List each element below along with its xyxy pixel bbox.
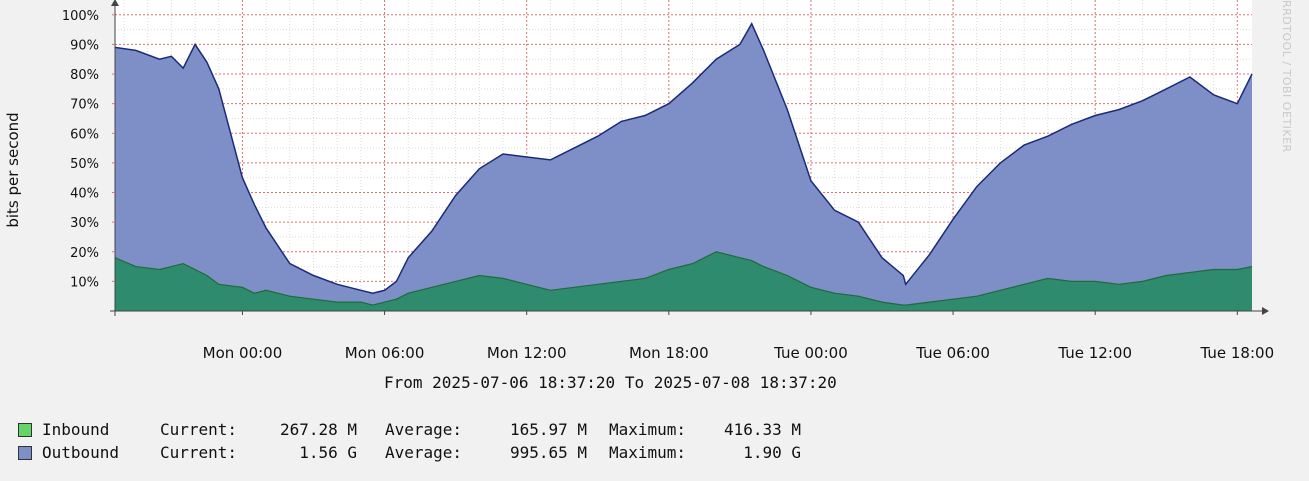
legend-row-outbound: Outbound Current: 1.56 G Average: 995.65… [18,441,801,464]
y-tick-label: 70% [70,98,99,113]
x-axis-arrow [1262,307,1269,315]
maximum-value: 1.90 G [743,443,801,462]
outbound-area [115,23,1252,311]
watermark: RRDTOOL / TOBI OETIKER [1280,0,1293,153]
x-tick-label: Mon 00:00 [203,344,283,362]
maximum-value: 416.33 M [723,420,801,439]
current-value: 267.28 M [279,420,357,439]
legend-name: Inbound [42,420,110,439]
legend: Inbound Current: 267.28 M Average: 165.9… [18,418,801,464]
current-label: Current: [160,443,238,462]
outbound-line [114,22,1253,294]
average-label: Average: [385,420,463,439]
current-value: 1.56 G [299,443,357,462]
x-tick-label: Mon 12:00 [487,344,567,362]
y-tick-label: 100% [62,9,99,24]
axes [110,0,1269,316]
y-axis-arrow [111,0,119,6]
x-tick-label: Tue 18:00 [1200,344,1275,362]
y-tick-label: 50% [70,157,99,172]
y-tick-label: 80% [70,68,99,83]
y-tick-label: 20% [70,246,99,261]
time-range: From 2025-07-06 18:37:20 To 2025-07-08 1… [384,373,837,392]
current-label: Current: [160,420,238,439]
maximum-label: Maximum: [609,420,687,439]
legend-row-inbound: Inbound Current: 267.28 M Average: 165.9… [18,418,801,441]
y-tick-labels: 10% 20% 30% 40% 50% 60% 70% 80% 90% 100% [62,9,115,290]
y-tick-label: 60% [70,127,99,142]
y-axis-label: bits per second [4,112,22,227]
average-value: 165.97 M [509,420,587,439]
x-tick-label: Mon 18:00 [629,344,709,362]
inbound-area [115,251,1252,311]
outbound-swatch [18,445,32,460]
x-tick-label: Tue 12:00 [1057,344,1132,362]
y-tick-label: 90% [70,38,99,53]
traffic-graph: 10% 20% 30% 40% 50% 60% 70% 80% 90% 100% Mon 00:0… [4,0,1293,362]
x-tick-label: Tue 00:00 [773,344,848,362]
x-tick-labels: Mon 00:00 Mon 06:00 Mon 12:00 Mon 18:00 Tue … [203,311,1275,362]
x-tick-label: Tue 06:00 [915,344,990,362]
average-value: 995.65 M [509,443,587,462]
series-areas [114,22,1253,311]
y-tick-label: 10% [70,275,99,290]
x-tick-label: Mon 06:00 [345,344,425,362]
y-tick-label: 30% [70,216,99,231]
legend-name: Outbound [42,443,120,462]
y-tick-label: 40% [70,187,99,202]
average-label: Average: [385,443,463,462]
inbound-line [114,251,1253,306]
maximum-label: Maximum: [609,443,687,462]
inbound-swatch [18,422,32,437]
